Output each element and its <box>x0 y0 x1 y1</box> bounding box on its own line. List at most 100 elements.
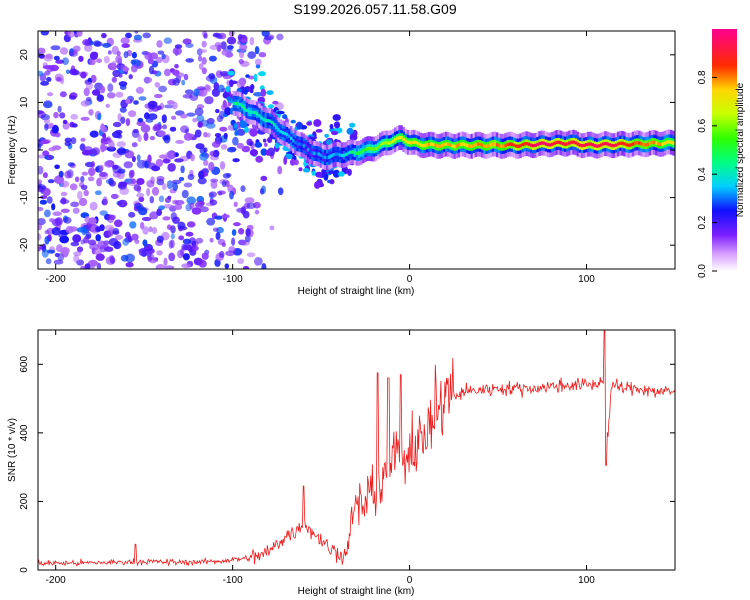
spectrogram-noise-blob <box>57 105 62 113</box>
spectrogram-ridge-cell <box>508 142 512 146</box>
spectrogram-ridge-blob <box>346 127 354 135</box>
spectrogram-noise-blob <box>261 31 270 37</box>
spectrogram-noise-blob <box>161 183 167 191</box>
spectrogram-ridge-cell <box>406 140 410 144</box>
spectrogram-ridge-cell <box>268 119 272 123</box>
spectrogram-noise-blob <box>209 199 218 206</box>
spectrogram-ridge-cell <box>576 142 580 146</box>
spectrogram-noise-blob <box>170 239 175 249</box>
spectrogram-noise-blob <box>80 116 90 121</box>
spectrogram-ridge-cell <box>525 142 529 146</box>
spectrogram-ridge-cell <box>264 118 267 123</box>
spectrogram-noise-blob <box>91 147 101 156</box>
spectrogram-ridge-cell <box>665 140 669 144</box>
spectrogram-noise-blob <box>132 128 139 134</box>
colorbar-tick-label: 0.4 <box>697 167 708 181</box>
spectrogram-ridge-cell <box>343 153 346 157</box>
spectrogram-noise-blob <box>201 252 209 260</box>
spectrogram-x-tick-label: 0 <box>407 274 413 285</box>
spectrogram-noise-blob <box>170 233 175 240</box>
spectrogram-ridge-blob <box>333 121 341 129</box>
spectrogram-noise-blob <box>201 40 207 48</box>
spectrogram-noise-blob <box>101 32 107 39</box>
spectrogram-ridge-cell <box>500 144 503 148</box>
spectrogram-ridge-cell <box>357 151 361 155</box>
spectrogram-noise-blob <box>198 259 207 268</box>
spectrogram-y-tick-label: 10 <box>19 96 30 108</box>
spectrogram-noise-blob <box>53 55 60 61</box>
spectrogram-ridge-cell <box>234 101 238 106</box>
spectrogram-noise-blob <box>174 72 185 78</box>
spectrogram-noise-blob <box>48 147 56 152</box>
spectrogram-noise-blob <box>148 226 153 233</box>
spectrogram-noise-blob <box>112 121 122 128</box>
spectrogram-ridge-cell <box>591 143 594 147</box>
spectrogram-noise-blob <box>146 180 155 188</box>
spectrogram-noise-blob <box>147 154 152 164</box>
spectrogram-ridge-cell <box>640 142 643 146</box>
spectrogram-noise-blob <box>110 193 119 199</box>
spectrogram-noise-blob <box>134 239 140 245</box>
spectrogram-noise-blob <box>46 196 53 204</box>
spectrogram-noise-blob <box>140 221 145 230</box>
spectrogram-ridge-cell <box>300 143 304 147</box>
spectrogram-ridge-cell <box>572 140 575 144</box>
spectrogram-noise-blob <box>72 234 82 243</box>
spectrogram-noise-blob <box>147 100 158 108</box>
spectrogram-noise-blob <box>129 221 137 229</box>
spectrogram-noise-blob <box>98 171 109 180</box>
spectrogram-noise-blob <box>247 51 257 59</box>
spectrogram-ridge-cell <box>311 151 314 155</box>
spectrogram-noise-blob <box>45 258 52 265</box>
spectrogram-noise-blob <box>80 239 85 245</box>
spectrogram-noise-blob <box>178 176 185 182</box>
spectrogram-ridge-blob <box>324 133 329 138</box>
spectrogram-noise-blob <box>130 178 136 185</box>
spectrogram-noise-blob <box>70 201 80 208</box>
spectrogram-noise-blob <box>233 222 241 227</box>
spectrogram-noise-blob <box>59 91 67 98</box>
spectrogram-noise-blob <box>201 57 207 65</box>
spectrogram-noise-blob <box>44 236 50 245</box>
spectrogram-noise-blob <box>174 204 183 210</box>
spectrogram-noise-blob <box>154 82 161 88</box>
spectrogram-ridge-cell <box>260 116 263 120</box>
spectrogram-noise-blob <box>59 112 66 119</box>
spectrogram-ridge-cell <box>650 140 654 144</box>
spectrogram-ridge-cell <box>476 142 480 146</box>
spectrogram-ridge-cell <box>487 144 490 148</box>
spectrogram-ridge-cell <box>667 140 671 144</box>
spectrogram-noise-blob <box>240 38 248 43</box>
spectrogram-noise-blob <box>107 229 114 237</box>
spectrogram-noise-blob <box>89 51 98 60</box>
spectrogram-ridge-blob <box>226 96 232 101</box>
spectrogram-ridge-cell <box>462 142 465 146</box>
spectrogram-noise-blob <box>138 247 149 257</box>
spectrogram-ridge-cell <box>585 143 588 147</box>
spectrogram-noise-blob <box>70 113 79 120</box>
spectrogram-noise-blob <box>148 65 155 75</box>
spectrogram-ridge-cell <box>515 144 518 148</box>
spectrogram-noise-blob <box>156 250 163 256</box>
spectrogram-ridge-cell <box>661 142 665 146</box>
spectrogram-noise-blob <box>198 170 205 180</box>
spectrogram-ridge-cell <box>621 141 624 145</box>
spectrogram-ridge-cell <box>610 143 614 148</box>
spectrogram-ridge-cell <box>455 144 459 148</box>
spectrogram-noise-blob <box>199 152 209 161</box>
spectrogram-ridge-cell <box>321 155 325 159</box>
spectrogram-ridge-blob <box>347 168 352 176</box>
spectrogram-noise-blob <box>136 154 141 162</box>
spectrogram-ridge-cell <box>493 142 497 146</box>
spectrogram-noise-blob <box>104 160 114 168</box>
spectrogram-noise-blob <box>43 54 53 62</box>
spectrogram-noise-blob <box>195 237 204 244</box>
spectrogram-noise-blob <box>155 264 166 269</box>
spectrogram-noise-blob <box>65 69 70 75</box>
spectrogram-ridge-blob <box>306 121 313 126</box>
spectrogram-noise-blob <box>134 31 139 34</box>
spectrogram-ridge-cell <box>602 142 605 146</box>
spectrogram-ridge-cell <box>275 125 278 129</box>
spectrogram-ridge-cell <box>483 144 486 148</box>
spectrogram-ridge-blob <box>328 170 335 175</box>
